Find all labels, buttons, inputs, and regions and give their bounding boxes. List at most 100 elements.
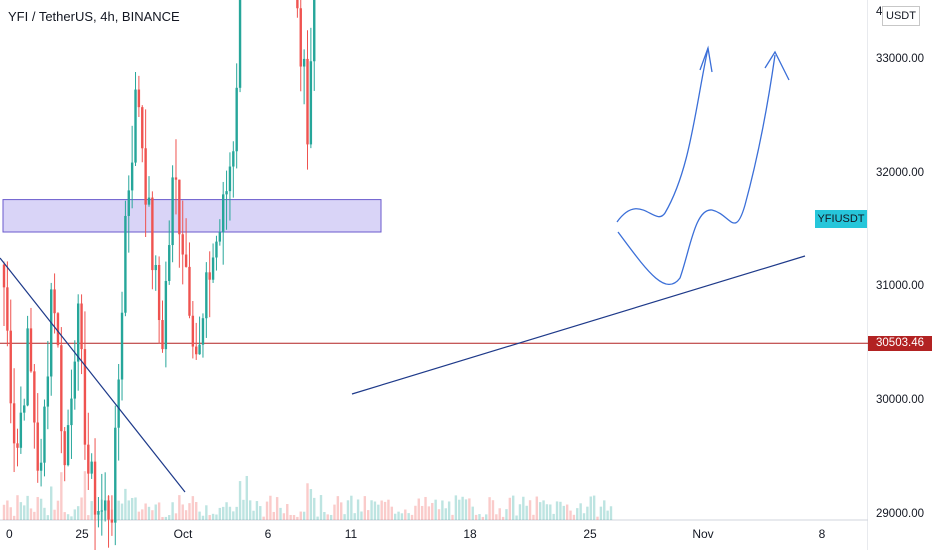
volume-bar	[221, 506, 225, 520]
volume-bar	[532, 514, 535, 520]
candles	[2, 0, 316, 550]
volume-bar	[444, 508, 447, 520]
projection-path-1	[616, 47, 709, 223]
volume-bar	[265, 501, 269, 520]
candle-body	[50, 289, 53, 377]
candle-body	[60, 345, 63, 432]
candle-body	[63, 431, 66, 466]
volume-bar	[238, 481, 242, 520]
volume-bar	[501, 516, 505, 520]
volume-bar	[286, 504, 289, 520]
candle-body	[184, 254, 188, 267]
volume-bar	[569, 510, 572, 520]
volume-bar	[498, 508, 501, 520]
ascending-trendline	[351, 255, 806, 395]
resistance-zones	[2, 199, 382, 233]
volume-bar	[485, 514, 488, 520]
volume-bar	[46, 515, 50, 520]
volume-bar	[356, 499, 360, 520]
volume-bar	[471, 506, 474, 520]
volume-bar	[157, 502, 161, 520]
candle-body	[208, 272, 211, 280]
candle-body	[127, 190, 130, 216]
volume-bar	[205, 505, 208, 520]
volume-bar	[329, 514, 333, 520]
volume-bar	[188, 503, 191, 520]
candle-body	[232, 151, 235, 167]
volume-bar	[545, 504, 549, 520]
drawings	[0, 45, 806, 493]
candle-body	[299, 8, 302, 67]
volume-bar	[151, 510, 154, 520]
volume-bar	[427, 506, 431, 520]
volume-bar	[508, 497, 512, 520]
volume-bar	[161, 516, 164, 520]
candle-body	[73, 361, 77, 399]
volume-bar	[117, 500, 120, 520]
candle-body	[23, 405, 26, 413]
volume-bar	[76, 506, 80, 520]
volume-bar	[407, 513, 410, 520]
volume-bar	[53, 509, 56, 520]
candle-body	[296, 0, 299, 9]
volume-bar	[606, 510, 609, 520]
volume-bar	[323, 512, 326, 520]
price-axis[interactable]	[868, 0, 932, 550]
volume-bar	[431, 502, 434, 520]
candle-body	[110, 519, 114, 523]
candle-body	[238, 0, 242, 88]
candle-body	[309, 61, 313, 145]
projection-path-2	[617, 54, 776, 285]
volume-bar	[603, 500, 606, 520]
volume-bar	[208, 515, 211, 520]
volume-bar	[579, 503, 582, 520]
candle-body	[151, 197, 154, 271]
projection-arrow-2	[764, 50, 790, 81]
volume-bar	[306, 483, 309, 520]
volume-bar	[528, 500, 532, 520]
volume-bar	[39, 498, 43, 520]
volume-bar	[211, 513, 215, 520]
volume-bar	[235, 506, 238, 520]
volume-bar	[447, 501, 451, 520]
volume-bar	[63, 512, 66, 520]
volume-bar	[326, 514, 329, 520]
candle-body	[39, 462, 43, 471]
volume-bar	[134, 497, 137, 520]
volume-bar	[56, 500, 60, 520]
volume-bar	[289, 514, 292, 520]
volume-bar	[201, 515, 205, 520]
currency-button[interactable]: USDT	[882, 6, 920, 26]
candle-body	[302, 58, 306, 67]
volume-bar	[9, 507, 12, 520]
time-tick-label: 25	[583, 527, 597, 541]
volume-bar	[154, 504, 157, 520]
volume-bar	[83, 471, 87, 520]
volume-bar	[596, 516, 599, 520]
candle-body	[117, 379, 120, 428]
time-tick-label: Oct	[173, 527, 193, 541]
descending-trendline	[0, 257, 186, 493]
volume-bar	[420, 505, 424, 520]
volume-bar	[272, 511, 275, 520]
volume-bar	[33, 511, 36, 520]
volume-bar	[174, 513, 178, 520]
volume-bar	[232, 511, 235, 520]
volume-bar	[495, 514, 498, 520]
volume-bar	[87, 515, 90, 520]
time-tick-label: 25	[75, 527, 89, 541]
volume-bar	[518, 504, 522, 520]
candle-body	[147, 197, 151, 205]
volume-bar	[319, 495, 323, 520]
candle-body	[80, 303, 83, 350]
candle-body	[114, 427, 117, 523]
candle-body	[97, 511, 100, 515]
volume-bar	[390, 506, 394, 520]
volume-bar	[191, 496, 195, 520]
volume-bar	[309, 489, 313, 520]
chart-title: YFI / TetherUS, 4h, BINANCE	[8, 9, 180, 24]
volume-bar	[333, 504, 336, 520]
volume-bar	[559, 501, 562, 520]
volume-bar	[245, 475, 248, 520]
